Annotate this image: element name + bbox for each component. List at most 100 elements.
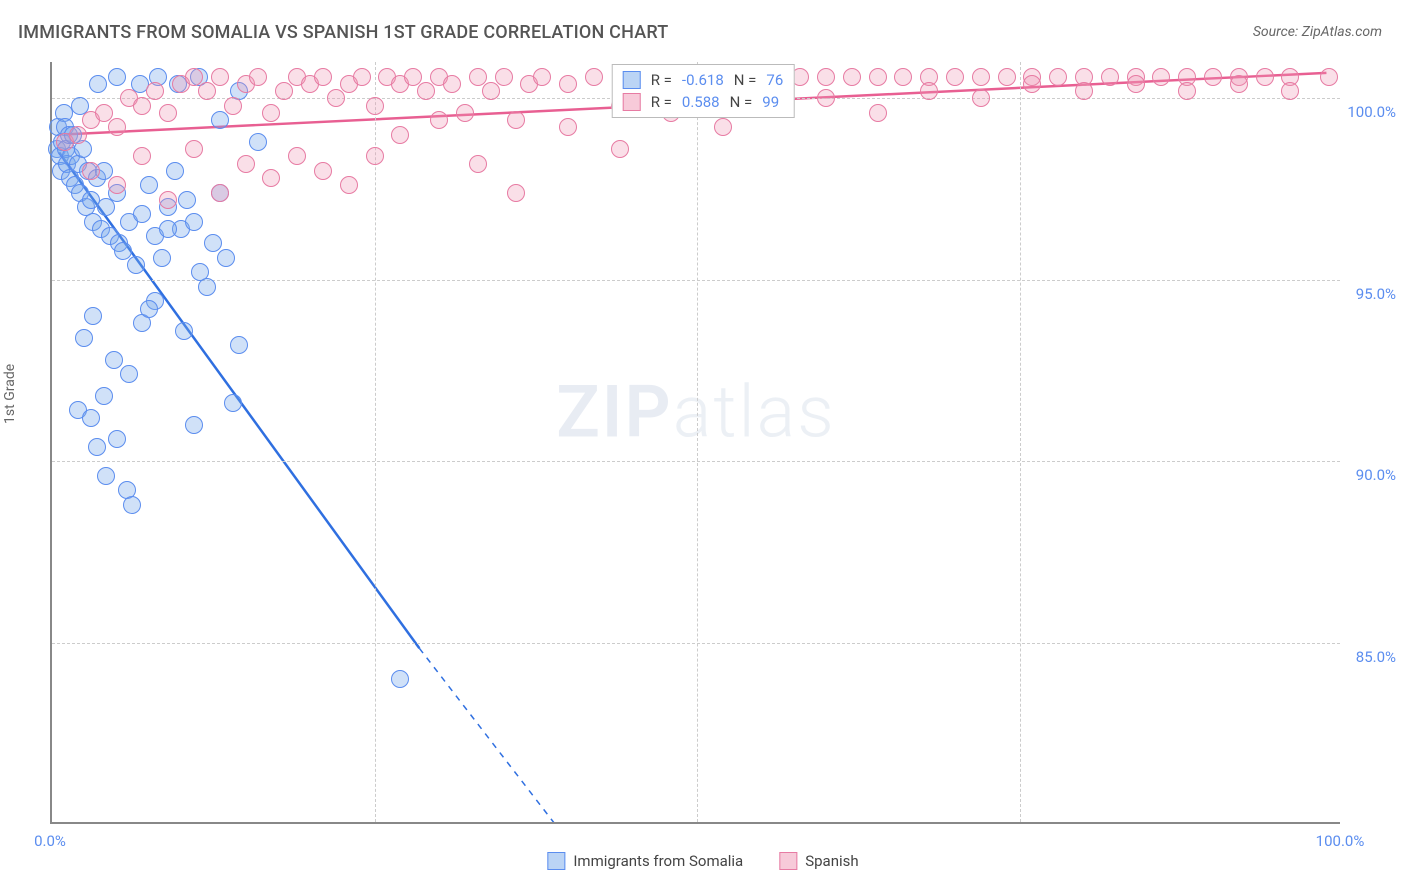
scatter-point: [105, 351, 123, 369]
n-value: 99: [762, 93, 779, 111]
scatter-point: [1049, 68, 1067, 86]
r-label: R =: [651, 93, 672, 111]
gridline-v: [697, 62, 698, 822]
scatter-point: [82, 162, 100, 180]
scatter-point: [82, 409, 100, 427]
scatter-point: [120, 365, 138, 383]
scatter-point: [185, 213, 203, 231]
scatter-point: [249, 68, 267, 86]
scatter-point: [469, 155, 487, 173]
scatter-point: [97, 467, 115, 485]
scatter-point: [946, 68, 964, 86]
bottom-legend: Immigrants from Somalia Spanish: [547, 852, 858, 870]
scatter-point: [224, 97, 242, 115]
scatter-point: [159, 220, 177, 238]
scatter-point: [185, 68, 203, 86]
source-attribution: Source: ZipAtlas.com: [1253, 24, 1382, 40]
scatter-point: [327, 89, 345, 107]
scatter-point: [153, 249, 171, 267]
scatter-point: [1204, 68, 1222, 86]
scatter-point: [456, 104, 474, 122]
scatter-point: [1230, 75, 1248, 93]
scatter-point: [108, 430, 126, 448]
r-label: R =: [651, 71, 672, 89]
legend-swatch: [623, 93, 641, 111]
x-tick-label: 0.0%: [34, 832, 66, 850]
y-tick-label: 85.0%: [1356, 648, 1396, 666]
scatter-point: [843, 68, 861, 86]
scatter-point: [114, 242, 132, 260]
gridline-h: [52, 461, 1340, 462]
legend-swatch: [779, 852, 797, 870]
scatter-point: [108, 176, 126, 194]
gridline-v: [375, 62, 376, 822]
scatter-point: [998, 68, 1016, 86]
scatter-point: [159, 191, 177, 209]
scatter-point: [123, 496, 141, 514]
scatter-point: [133, 97, 151, 115]
scatter-point: [430, 111, 448, 129]
scatter-point: [869, 104, 887, 122]
scatter-point: [185, 416, 203, 434]
scatter-point: [340, 176, 358, 194]
legend-label: Immigrants from Somalia: [573, 852, 743, 870]
scatter-point: [140, 176, 158, 194]
scatter-point: [140, 300, 158, 318]
scatter-point: [230, 336, 248, 354]
scatter-point: [391, 670, 409, 688]
scatter-point: [714, 118, 732, 136]
scatter-point: [869, 68, 887, 86]
y-tick-label: 90.0%: [1356, 466, 1396, 484]
stats-box: R =-0.618N =76R =0.588N =99: [612, 64, 795, 118]
scatter-point: [69, 126, 87, 144]
scatter-point: [366, 147, 384, 165]
scatter-point: [237, 155, 255, 173]
y-tick-label: 95.0%: [1356, 285, 1396, 303]
scatter-point: [133, 205, 151, 223]
scatter-point: [249, 133, 267, 151]
scatter-point: [95, 104, 113, 122]
scatter-point: [482, 82, 500, 100]
legend-swatch: [547, 852, 565, 870]
scatter-point: [217, 249, 235, 267]
scatter-point: [314, 68, 332, 86]
scatter-point: [894, 68, 912, 86]
scatter-point: [972, 68, 990, 86]
scatter-point: [133, 147, 151, 165]
scatter-point: [198, 278, 216, 296]
legend-item: Immigrants from Somalia: [547, 852, 743, 870]
gridline-h: [52, 280, 1340, 281]
gridline-v: [1020, 62, 1021, 822]
n-label: N =: [730, 93, 753, 111]
scatter-point: [211, 184, 229, 202]
scatter-point: [211, 68, 229, 86]
scatter-point: [262, 169, 280, 187]
y-tick-label: 100.0%: [1347, 103, 1396, 121]
scatter-point: [1256, 68, 1274, 86]
scatter-point: [1075, 82, 1093, 100]
scatter-point: [366, 97, 384, 115]
scatter-point: [175, 322, 193, 340]
scatter-point: [314, 162, 332, 180]
y-axis-label: 1st Grade: [2, 364, 18, 424]
r-value: 0.588: [682, 93, 720, 111]
scatter-point: [211, 111, 229, 129]
scatter-point: [443, 75, 461, 93]
trend-lines: [52, 62, 1340, 822]
scatter-point: [469, 68, 487, 86]
scatter-point: [84, 307, 102, 325]
watermark-bold: ZIP: [556, 369, 672, 454]
scatter-point: [275, 82, 293, 100]
scatter-point: [89, 75, 107, 93]
x-tick-label: 100.0%: [1316, 832, 1365, 850]
scatter-point: [1178, 82, 1196, 100]
scatter-point: [127, 256, 145, 274]
n-value: 76: [766, 71, 783, 89]
scatter-point: [817, 89, 835, 107]
scatter-point: [391, 126, 409, 144]
scatter-point: [108, 118, 126, 136]
scatter-point: [404, 68, 422, 86]
legend-label: Spanish: [805, 852, 858, 870]
gridline-h: [52, 643, 1340, 644]
scatter-point: [198, 82, 216, 100]
